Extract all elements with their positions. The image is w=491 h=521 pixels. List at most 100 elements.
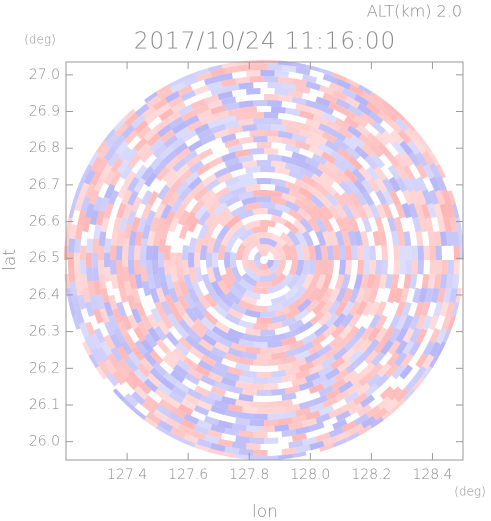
echo-cell: [443, 217, 452, 233]
echo-cell: [277, 362, 293, 371]
echo-cell: [433, 301, 443, 317]
echo-cell: [402, 118, 416, 132]
echo-cell: [406, 140, 421, 156]
echo-cell: [344, 245, 352, 260]
echo-cell: [122, 398, 136, 412]
echo-cell: [402, 177, 415, 193]
echo-cell: [194, 123, 210, 135]
echo-cell: [94, 176, 106, 192]
echo-cell: [408, 340, 422, 357]
echo-cell: [217, 224, 231, 240]
echo-cell: [164, 294, 176, 310]
echo-cell: [451, 231, 460, 246]
echo-cell: [274, 184, 291, 195]
echo-cell: [371, 120, 386, 135]
echo-cell: [178, 186, 193, 202]
echo-cell: [200, 244, 208, 260]
echo-cell: [355, 300, 368, 316]
chart-title: 2017/10/24 11:16:00: [134, 29, 396, 55]
echo-cell: [108, 189, 119, 206]
echo-cell: [217, 191, 234, 205]
echo-cell: [340, 107, 357, 120]
echo-cell: [321, 355, 337, 369]
echo-cell: [207, 99, 223, 110]
echo-cell: [387, 386, 403, 401]
echo-cell: [123, 333, 137, 350]
echo-cell: [264, 111, 279, 119]
echo-cell: [219, 212, 234, 228]
echo-cell: [190, 323, 206, 339]
echo-cell: [271, 106, 286, 114]
echo-cell: [133, 408, 147, 421]
echo-cell: [80, 245, 87, 260]
echo-cell: [439, 301, 450, 317]
echo-cell: [181, 109, 197, 122]
x-unit: (deg): [454, 485, 486, 499]
echo-cell: [409, 189, 420, 206]
echo-cell: [256, 371, 272, 379]
echo-cell: [224, 313, 241, 325]
echo-cell: [207, 64, 223, 72]
echo-cell: [208, 351, 224, 364]
echo-cell: [375, 189, 388, 206]
echo-cell: [249, 455, 264, 461]
echo-cell: [361, 287, 373, 303]
echo-cell: [110, 347, 124, 363]
echo-cell: [203, 311, 219, 326]
echo-cell: [137, 320, 150, 337]
echo-cell: [388, 176, 401, 193]
echo-cell: [249, 419, 264, 427]
echo-cell: [311, 173, 327, 187]
echo-cell: [326, 260, 335, 275]
echo-cell: [288, 339, 305, 351]
echo-cell: [298, 166, 314, 179]
echo-cell: [224, 120, 240, 130]
echo-cell: [308, 125, 325, 137]
echo-cell: [203, 194, 219, 209]
echo-cell: [98, 273, 107, 289]
echo-cell: [341, 347, 356, 362]
echo-cell: [317, 163, 333, 176]
echo-cell: [320, 204, 334, 220]
echo-cell: [270, 272, 287, 287]
echo-cell: [182, 244, 190, 260]
echo-cell: [295, 426, 311, 435]
echo-cell: [384, 398, 399, 412]
echo-cell: [295, 103, 311, 113]
echo-cell: [157, 124, 173, 138]
echo-cell: [445, 273, 454, 289]
echo-cell: [341, 158, 356, 173]
echo-cell: [88, 151, 100, 167]
echo-cell: [435, 245, 442, 260]
echo-cell: [116, 158, 130, 174]
echo-cell: [324, 160, 340, 174]
echo-cell: [328, 426, 345, 438]
echo-cell: [194, 68, 209, 77]
echo-cell: [249, 383, 264, 391]
echo-cell: [435, 175, 447, 192]
echo-cell: [107, 151, 120, 167]
echo-cell: [168, 179, 183, 195]
echo-cell: [353, 230, 363, 246]
echo-cell: [355, 382, 371, 396]
echo-cell: [374, 216, 385, 233]
echo-cell: [84, 183, 96, 199]
echo-cell: [160, 190, 174, 206]
echo-cell: [327, 204, 341, 220]
echo-cell: [381, 260, 388, 275]
echo-cell: [281, 82, 297, 91]
echo-cell: [288, 421, 304, 431]
echo-cell: [320, 244, 328, 260]
echo-cell: [175, 252, 183, 268]
echo-cell: [274, 203, 291, 214]
echo-cell: [264, 419, 279, 427]
echo-cell: [373, 166, 388, 182]
echo-cell: [305, 64, 321, 72]
echo-cell: [399, 287, 410, 303]
echo-cell: [183, 210, 197, 227]
echo-cell: [359, 112, 375, 126]
echo-cell: [387, 287, 397, 304]
echo-cell: [412, 129, 425, 143]
echo-cell: [281, 355, 297, 365]
echo-cell: [220, 273, 234, 290]
